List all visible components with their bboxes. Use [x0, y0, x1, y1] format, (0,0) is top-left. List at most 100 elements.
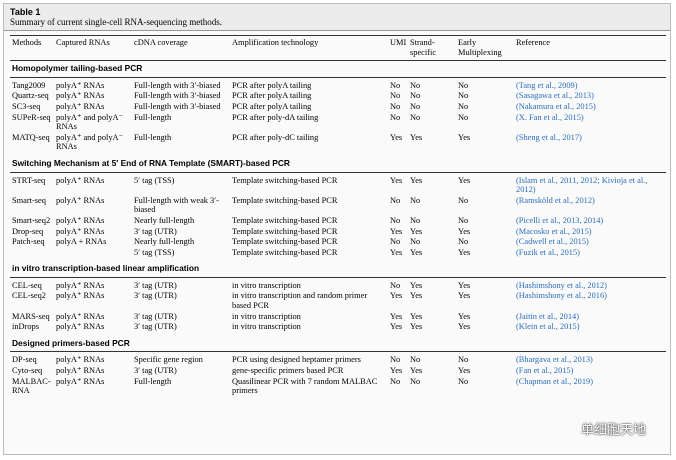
cell: Yes — [410, 247, 423, 257]
cell: Quartz-seq — [12, 91, 49, 101]
cell: Template switching-based PCR — [232, 247, 338, 257]
cell: No — [458, 195, 469, 205]
cell: No — [390, 280, 401, 290]
cell: Yes — [458, 291, 471, 301]
cell: PCR after poly-dC tailing — [232, 132, 319, 142]
cell: gene-specific primers based PCR — [232, 366, 344, 376]
reference: (Hashimshony et al., 2012) — [516, 280, 607, 290]
cell: No — [390, 112, 401, 122]
cell: No — [390, 355, 401, 365]
reference: (Fuzik et al., 2015) — [516, 247, 580, 257]
cell: polyA⁺ RNAs — [56, 366, 105, 376]
cell: Yes — [458, 322, 471, 332]
cell: Yes — [390, 366, 403, 376]
cell: No — [458, 376, 469, 386]
section-title: in vitro transcription-based linear ampl… — [10, 261, 666, 278]
cell: No — [390, 376, 401, 386]
method-row: Smart-seq polyA⁺ RNAs Full-length with wea… — [10, 196, 666, 216]
cell: PCR after poly-dA tailing — [232, 112, 319, 122]
cell: polyA⁺ RNAs — [56, 195, 105, 205]
column-header: Methods — [10, 34, 54, 62]
column-header: Early Multiplexing — [456, 34, 514, 62]
cell: Yes — [458, 226, 471, 236]
cell: No — [390, 237, 401, 247]
section-row: in vitro transcription-based linear ampl… — [10, 261, 666, 278]
cell: Smart-seq — [12, 195, 46, 205]
cell: 3′ tag (UTR) — [134, 366, 177, 376]
cell: PCR after polyA tailing — [232, 101, 312, 111]
cell: No — [390, 91, 401, 101]
reference: (Fan et al., 2015) — [516, 366, 574, 376]
column-header: cDNA coverage — [132, 34, 230, 62]
method-row: STRT-seq polyA⁺ RNAs 5′ tag (TSS) Template … — [10, 172, 666, 196]
cell: STRT-seq — [12, 175, 46, 185]
table-panel: Table 1 Summary of current single-cell R… — [3, 3, 671, 455]
cell: polyA⁺ RNAs — [56, 175, 105, 185]
cell: polyA⁺ and polyA⁻ RNAs — [56, 132, 123, 152]
cell: 5′ tag (TSS) — [134, 247, 175, 257]
column-header: Amplification technology — [230, 34, 388, 62]
cell: Yes — [410, 322, 423, 332]
method-row: 5′ tag (TSS) Template switching-based PCR… — [10, 248, 666, 262]
cell: Template switching-based PCR — [232, 237, 338, 247]
cell: CEL-seq2 — [12, 291, 46, 301]
cell: MALBAC-RNA — [12, 376, 51, 396]
cell: in vitro transcription and random primer… — [232, 291, 368, 311]
method-row: Patch-seq polyA + RNAs Nearly full-length T… — [10, 237, 666, 248]
cell: Full-length with weak 3′-biased — [134, 195, 219, 215]
section-row: Homopolymer tailing-based PCR — [10, 60, 666, 78]
cell: No — [390, 195, 401, 205]
column-header: Reference — [514, 34, 666, 62]
cell: polyA⁺ RNAs — [56, 215, 105, 225]
reference: (Jaitin et al., 2014) — [516, 311, 580, 321]
cell: 3′ tag (UTR) — [134, 311, 177, 321]
cell: Yes — [410, 311, 423, 321]
cell: Template switching-based PCR — [232, 226, 338, 236]
cell: polyA + RNAs — [56, 237, 107, 247]
method-row: Drop-seq polyA⁺ RNAs 3′ tag (UTR) Template … — [10, 227, 666, 238]
cell: DP-seq — [12, 355, 37, 365]
cell: Full-length — [134, 112, 172, 122]
cell: polyA⁺ RNAs — [56, 280, 105, 290]
cell: Full-length with 3′-biased — [134, 91, 221, 101]
cell: MATQ-seq — [12, 132, 50, 142]
methods-table: Methods Captured RNAs cDNA coverage Amplifi… — [10, 34, 666, 400]
cell: Patch-seq — [12, 237, 45, 247]
method-row: SUPeR-seq polyA⁺ and polyA⁻ RNAs Full-leng… — [10, 113, 666, 133]
cell: Yes — [458, 366, 471, 376]
cell: Full-length — [134, 132, 172, 142]
cell: in vitro transcription — [232, 322, 301, 332]
method-row: CEL-seq2 polyA⁺ RNAs 3′ tag (UTR) in vitro … — [10, 291, 666, 311]
cell: Yes — [410, 175, 423, 185]
cell: Yes — [390, 311, 403, 321]
reference: (Islam et al., 2011, 2012; Kivioja et al… — [516, 175, 648, 195]
reference: (Ramsköld et al., 2012) — [516, 195, 595, 205]
reference: (Macosko et al., 2015) — [516, 226, 592, 236]
column-header: UMI — [388, 34, 408, 62]
cell: polyA⁺ RNAs — [56, 226, 105, 236]
section-title: Designed primers-based PCR — [10, 335, 666, 353]
method-row: Smart-seq2 polyA⁺ RNAs Nearly full-length T… — [10, 216, 666, 227]
cell: Nearly full-length — [134, 237, 195, 247]
cell: polyA⁺ RNAs — [56, 322, 105, 332]
cell: Template switching-based PCR — [232, 215, 338, 225]
reference: (Sasagawa et al., 2013) — [516, 91, 594, 101]
cell: No — [458, 91, 469, 101]
cell: Yes — [410, 366, 423, 376]
cell: No — [390, 80, 401, 90]
table-label: Table 1 — [10, 7, 41, 17]
cell: polyA⁺ RNAs — [56, 101, 105, 111]
cell: Yes — [458, 280, 471, 290]
cell: Full-length with 3′-biased — [134, 101, 221, 111]
cell: Full-length with 3′-biased — [134, 80, 221, 90]
cell: polyA⁺ RNAs — [56, 291, 105, 301]
cell: Yes — [390, 226, 403, 236]
section-title: Switching Mechanism at 5′ End of RNA Tem… — [10, 155, 666, 173]
cell — [54, 248, 132, 262]
cell: Yes — [410, 226, 423, 236]
cell: polyA⁺ RNAs — [56, 376, 105, 386]
cell: 5′ tag (TSS) — [134, 175, 175, 185]
reference: (Tang et al., 2009) — [516, 80, 578, 90]
cell: Nearly full-length — [134, 215, 195, 225]
cell: Tang2009 — [12, 80, 46, 90]
